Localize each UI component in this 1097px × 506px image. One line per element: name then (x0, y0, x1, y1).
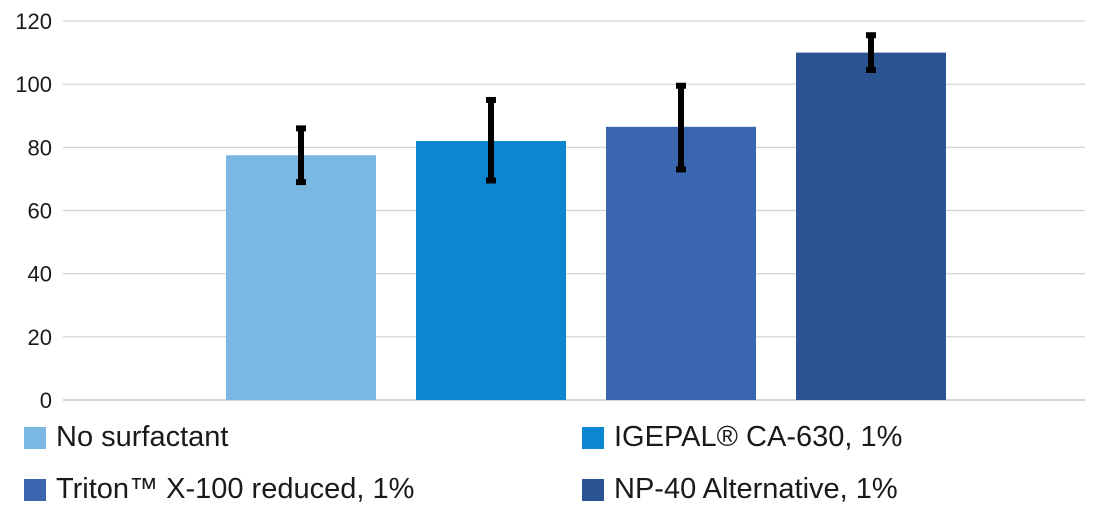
bar (796, 52, 946, 400)
y-tick-label: 60 (28, 199, 52, 224)
legend-item-no-surfactant: No surfactant (24, 421, 228, 454)
legend-label: No surfactant (56, 421, 229, 453)
error-bars (296, 32, 876, 186)
y-tick-label: 120 (15, 9, 52, 34)
legend-swatch (24, 426, 46, 449)
legend-item-np40: NP-40 Alternative, 1% (582, 473, 898, 506)
bar-chart: 0 20 40 60 80 100 120 (15, 9, 1085, 413)
y-tick-label: 80 (28, 135, 52, 160)
bar (416, 141, 566, 400)
legend-item-triton: Triton™ X-100 reduced, 1% (24, 473, 414, 506)
y-tick-label: 20 (28, 325, 52, 350)
y-tick-label: 100 (15, 72, 52, 97)
legend-swatch (582, 426, 604, 449)
legend-label: IGEPAL® CA-630, 1% (614, 421, 903, 453)
y-axis-tick-labels: 0 20 40 60 80 100 120 (15, 9, 52, 413)
legend-label: Triton™ X-100 reduced, 1% (56, 473, 415, 505)
bar (226, 155, 376, 400)
bars (226, 52, 946, 400)
legend-label: NP-40 Alternative, 1% (614, 473, 898, 505)
y-tick-label: 40 (28, 262, 52, 287)
legend-swatch (24, 478, 46, 501)
y-tick-label: 0 (40, 388, 52, 413)
legend-swatch (582, 478, 604, 501)
legend: No surfactant IGEPAL® CA-630, 1% Triton™… (0, 415, 1097, 506)
legend-item-igepal: IGEPAL® CA-630, 1% (582, 421, 902, 454)
